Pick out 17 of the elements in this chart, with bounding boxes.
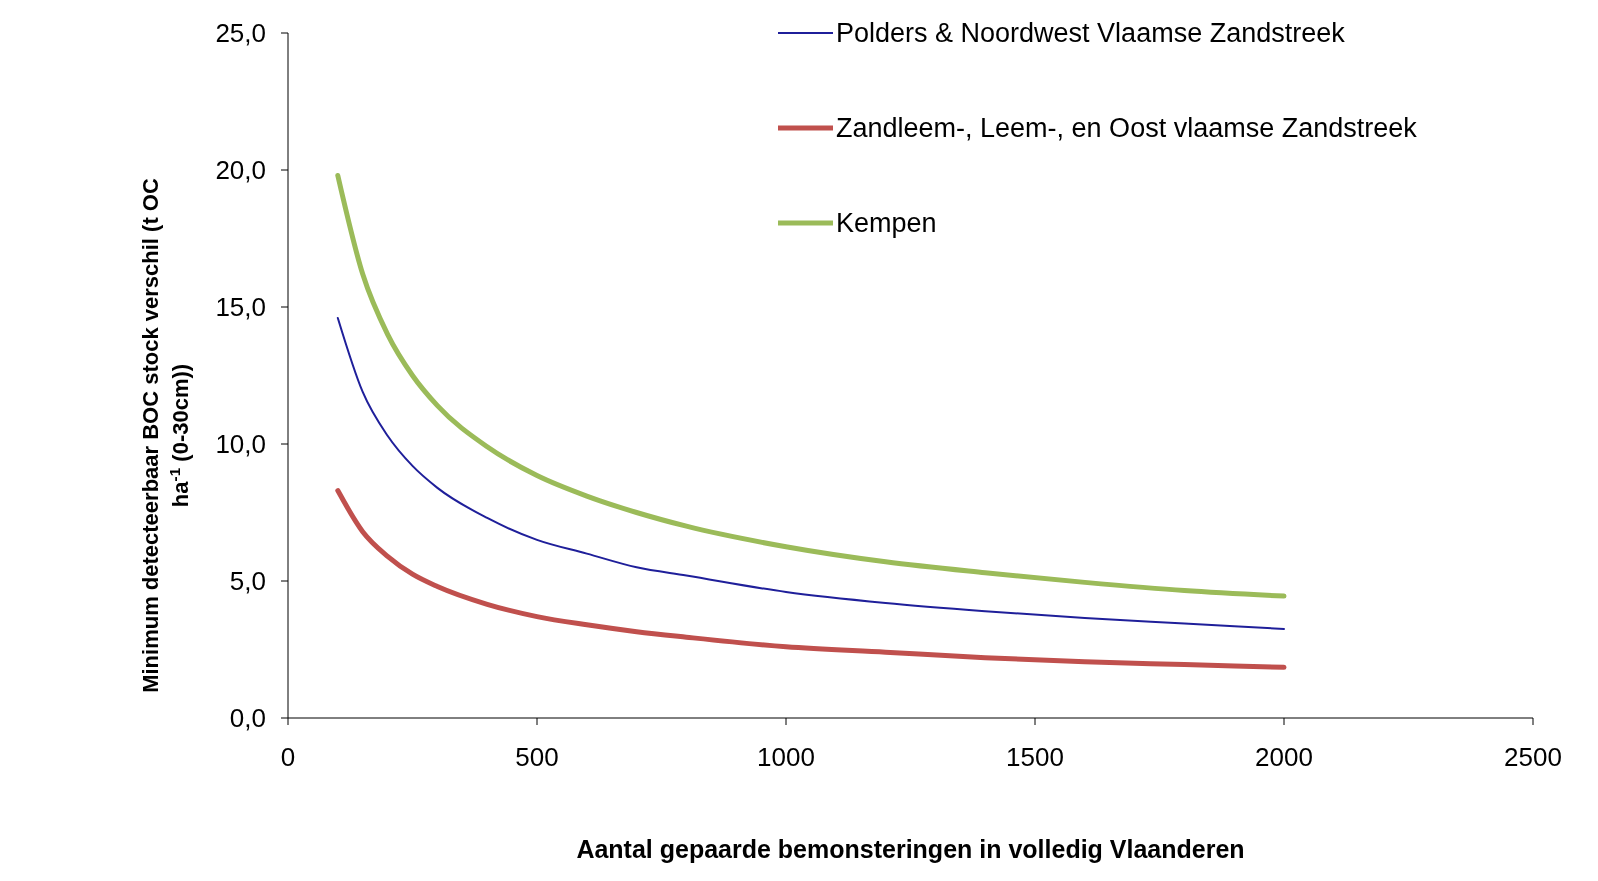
x-tick-label: 1000 — [757, 742, 815, 772]
y-tick-label: 20,0 — [215, 155, 266, 186]
y-tick-label: 10,0 — [215, 429, 266, 460]
legend-label: Kempen — [836, 208, 937, 239]
legend-label: Zandleem-, Leem-, en Oost vlaamse Zandstreek — [836, 113, 1418, 144]
x-tick-label: 2000 — [1255, 742, 1313, 772]
y-tick-label: 25,0 — [215, 18, 266, 49]
x-axis-title: Aantal gepaarde bemonsteringen in volledig Vlaanderen — [576, 835, 1245, 863]
legend-label: Polders & Noordwest Vlaamse Zandstreek — [836, 18, 1346, 49]
x-tick-label: 2500 — [1504, 742, 1562, 772]
y-tick-label: 0,0 — [229, 703, 266, 734]
x-tick-label: 500 — [515, 742, 559, 772]
x-tick-label: 1500 — [1006, 742, 1064, 772]
x-tick-label: 0 — [280, 742, 296, 772]
y-tick-label: 15,0 — [215, 292, 266, 323]
y-tick-label: 5,0 — [229, 566, 266, 597]
line-series — [336, 316, 1285, 630]
